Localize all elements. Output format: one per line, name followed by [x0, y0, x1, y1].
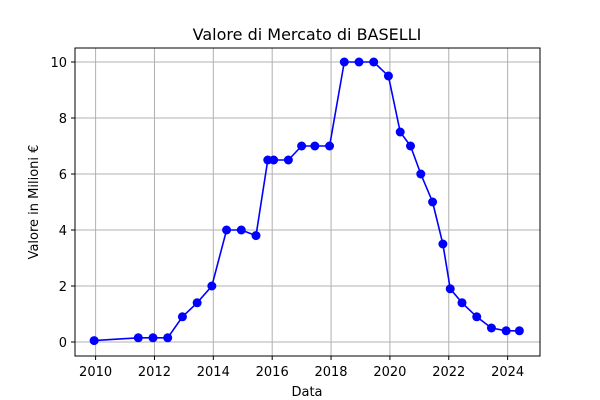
x-axis-label: Data [291, 385, 322, 400]
x-axis: 2010 2012 2014 2016 2018 2020 2022 2024 [79, 356, 524, 380]
data-point [486, 323, 496, 333]
x-tick-label: 2014 [197, 365, 230, 380]
data-point [438, 239, 448, 249]
data-point [297, 141, 307, 151]
data-point [383, 71, 393, 81]
plot-frame [74, 47, 541, 357]
x-tick-label: 2012 [138, 365, 171, 380]
data-point [428, 197, 438, 207]
data-point [445, 284, 455, 294]
x-tick-label: 2024 [491, 365, 524, 380]
series-line [94, 61, 520, 342]
data-point [395, 127, 405, 137]
grid [75, 48, 540, 356]
data-point [457, 298, 467, 308]
y-axis-label: Valore in Milioni € [27, 145, 42, 260]
data-point [148, 333, 158, 343]
data-point [192, 298, 202, 308]
data-point [177, 312, 187, 322]
x-tick-label: 2016 [256, 365, 289, 380]
data-point [406, 141, 416, 151]
data-point [269, 155, 279, 165]
y-axis: 0 2 4 6 8 10 [50, 56, 75, 351]
data-point [416, 169, 426, 179]
y-tick-label: 0 [59, 336, 67, 351]
y-tick-label: 6 [59, 168, 67, 183]
y-tick-label: 10 [50, 56, 67, 71]
x-tick-label: 2018 [314, 365, 347, 380]
y-tick-label: 8 [59, 112, 67, 127]
data-point [89, 336, 99, 346]
x-tick-label: 2020 [373, 365, 406, 380]
data-point [354, 57, 364, 67]
data-point [501, 326, 511, 336]
data-point [514, 326, 524, 336]
data-point [133, 333, 143, 343]
data-point [325, 141, 335, 151]
data-point [339, 57, 349, 67]
x-tick-label: 2010 [79, 365, 112, 380]
data-point [310, 141, 320, 151]
data-point [207, 281, 217, 291]
x-tick-label: 2022 [432, 365, 465, 380]
y-tick-label: 4 [59, 224, 67, 239]
chart-title: Valore di Mercato di BASELLI [193, 25, 422, 44]
data-point [369, 57, 379, 67]
series-group [89, 57, 524, 346]
data-point [251, 231, 261, 241]
data-point [163, 333, 173, 343]
data-point [283, 155, 293, 165]
y-tick-label: 2 [59, 280, 67, 295]
data-point [236, 225, 246, 235]
data-point [222, 225, 232, 235]
data-point [472, 312, 482, 322]
